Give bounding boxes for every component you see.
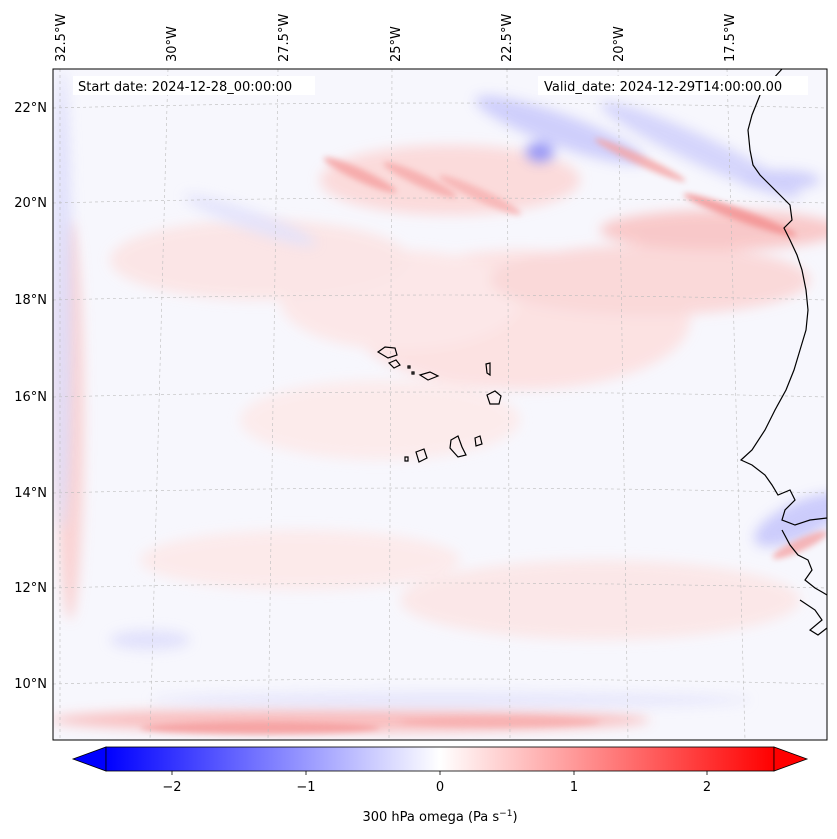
colorbar-tick: −1 xyxy=(296,780,315,795)
colorbar-tick: 2 xyxy=(703,780,711,795)
lon-label: 25°W xyxy=(389,26,404,62)
map-frame xyxy=(52,68,828,741)
map-panel: Start date: 2024-12-28_00:00:00 Valid_da… xyxy=(52,68,828,741)
latitude-labels: 22°N 20°N 18°N 16°N 14°N 12°N 10°N xyxy=(14,101,47,692)
start-date-label: Start date: 2024-12-28_00:00:00 xyxy=(78,80,292,95)
lon-label: 22.5°W xyxy=(500,14,515,62)
colorbar-tick: 0 xyxy=(436,780,444,795)
colorbar-label: 300 hPa omega (Pa s−1) xyxy=(362,809,517,825)
lon-label: 30°W xyxy=(165,26,180,62)
cape-verde-islands xyxy=(376,346,502,463)
colorbar-max-extend xyxy=(773,746,809,772)
lat-label: 16°N xyxy=(14,390,47,405)
lon-label: 32.5°W xyxy=(54,14,69,62)
lon-label: 17.5°W xyxy=(723,14,738,62)
valid-date-label: Valid_date: 2024-12-29T14:00:00.00 xyxy=(544,80,782,95)
lon-label: 20°W xyxy=(612,26,627,62)
omega-field xyxy=(53,70,827,734)
valid-date-box xyxy=(538,76,808,95)
colorbar-tick: 1 xyxy=(570,780,578,795)
colorbar-tick-marks xyxy=(171,771,708,775)
lat-label: 18°N xyxy=(14,293,47,308)
longitude-labels: 32.5°W 30°W 27.5°W 25°W 22.5°W 20°W 17.5… xyxy=(54,14,738,62)
lon-label: 27.5°W xyxy=(277,14,292,62)
lat-label: 12°N xyxy=(14,581,47,596)
colorbar-label-close: ) xyxy=(512,810,517,825)
lat-label: 20°N xyxy=(14,196,47,211)
lat-label: 22°N xyxy=(14,101,47,116)
colorbar: −2 −1 0 1 2 300 hPa omega (Pa s−1) xyxy=(71,746,809,825)
colorbar-min-extend xyxy=(71,746,107,772)
africa-coastline xyxy=(739,68,828,636)
colorbar-label-main: 300 hPa omega (Pa s xyxy=(362,810,499,825)
lat-label: 10°N xyxy=(14,677,47,692)
colorbar-gradient xyxy=(105,746,775,772)
colorbar-tick: −2 xyxy=(162,780,181,795)
start-date-box xyxy=(73,76,315,95)
graticule xyxy=(52,68,828,741)
colorbar-label-exponent: −1 xyxy=(499,809,512,819)
lat-label: 14°N xyxy=(14,486,47,501)
